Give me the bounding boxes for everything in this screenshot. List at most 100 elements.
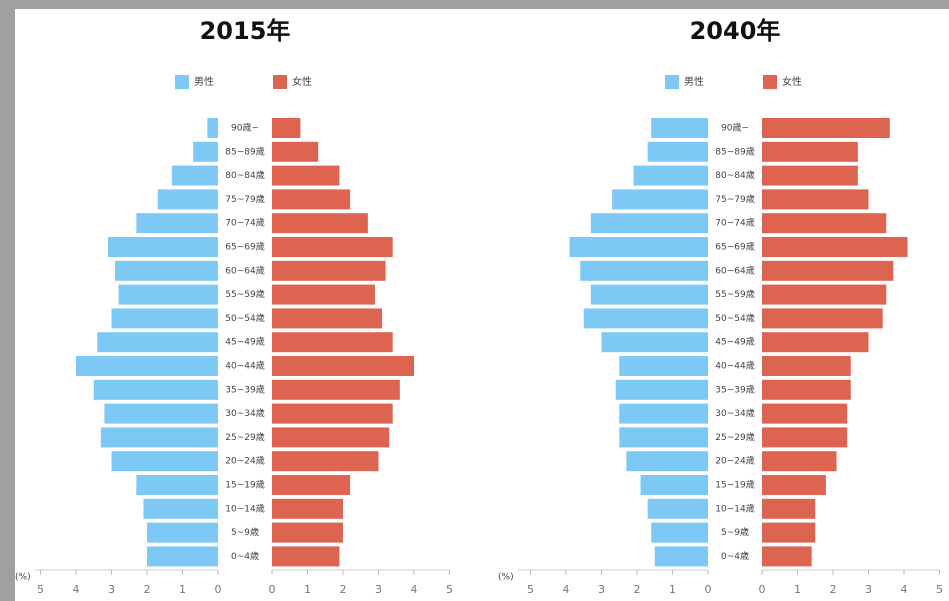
category-label: 80~84歳 [225,169,264,181]
category-label: 85~89歳 [715,145,754,157]
bar-female [762,213,887,234]
x-axis-label: (%) [498,573,514,583]
category-label: 40~44歳 [715,360,754,372]
category-label: 65~69歳 [225,241,264,253]
bar-female [762,498,816,519]
category-label: 60~64歳 [225,264,264,276]
category-label: 65~69歳 [715,241,754,253]
legend-label: 女性 [782,75,802,88]
bar-female [272,475,351,495]
category-label: 25~29歳 [715,431,754,443]
bar-female [762,356,851,376]
category-label: 35~39歳 [715,383,754,395]
category-label: 25~29歳 [225,431,264,443]
bar-female [762,475,826,495]
bar-male [147,522,218,543]
category-label: 90歳~ [231,122,259,134]
bar-male [583,308,708,329]
bar-female [272,498,343,519]
bar-male [97,332,218,353]
legend-swatch [175,75,189,89]
legend-swatch [665,75,679,89]
bar-female [272,141,319,162]
chart-title: 2015年 [200,17,291,45]
chart-title: 2040年 [690,17,781,45]
bar-female [272,118,301,138]
bar-male [104,403,218,424]
bar-male [601,332,708,353]
bar-male [100,427,218,448]
bar-male [118,284,218,305]
category-label: 15~19歳 [225,479,264,491]
bar-male [651,118,708,138]
bar-male [193,141,218,162]
x-tick-label: 0 [759,583,766,596]
x-tick-label: 0 [269,583,276,596]
bar-male [590,284,708,305]
bar-female [272,332,393,353]
bar-male [136,475,218,495]
x-tick-label: 3 [598,583,605,596]
bar-male [107,237,218,257]
bar-female [762,379,851,400]
bar-female [762,522,816,543]
x-tick-label: 0 [705,583,712,596]
legend-swatch [763,75,777,89]
x-axis-label: (%) [15,573,31,583]
bar-female [762,165,858,186]
bar-male [157,189,218,210]
bar-male [654,546,708,567]
bar-male [633,165,708,186]
x-tick-label: 2 [830,583,837,596]
bar-male [640,475,708,495]
x-tick-label: 4 [563,583,570,596]
bar-female [762,189,869,210]
bar-male [590,213,708,234]
legend-label: 女性 [292,75,312,88]
bar-female [272,522,343,543]
bar-female [272,451,379,472]
bar-male [647,498,708,519]
bar-male [136,213,218,234]
x-tick-label: 3 [375,583,382,596]
category-label: 50~54歳 [715,312,754,324]
category-label: 40~44歳 [225,360,264,372]
bar-male [619,356,708,376]
category-label: 30~34歳 [225,407,264,419]
bar-female [272,427,390,448]
legend-swatch [273,75,287,89]
bar-female [272,165,340,186]
x-tick-label: 1 [794,583,801,596]
legend-label: 男性 [684,75,704,88]
bar-male [111,308,218,329]
bar-female [272,260,386,281]
bar-female [762,451,837,472]
bar-male [615,379,708,400]
bar-male [626,451,708,472]
bar-female [762,260,894,281]
bar-male [619,427,708,448]
x-tick-label: 3 [865,583,872,596]
bar-female [272,403,393,424]
bar-female [272,213,368,234]
bar-female [272,546,340,567]
x-tick-label: 4 [73,583,80,596]
bar-male [111,451,218,472]
bar-male [93,379,218,400]
bar-male [580,260,708,281]
x-tick-label: 4 [411,583,418,596]
bar-male [207,118,218,138]
bar-female [762,427,848,448]
x-tick-label: 2 [634,583,641,596]
category-label: 80~84歳 [715,169,754,181]
category-label: 20~24歳 [715,455,754,467]
bar-male [147,546,218,567]
bar-female [762,284,887,305]
bar-male [612,189,708,210]
x-tick-label: 1 [669,583,676,596]
x-tick-label: 5 [527,583,534,596]
x-tick-label: 1 [179,583,186,596]
category-label: 75~79歳 [715,193,754,205]
category-label: 70~74歳 [225,217,264,229]
